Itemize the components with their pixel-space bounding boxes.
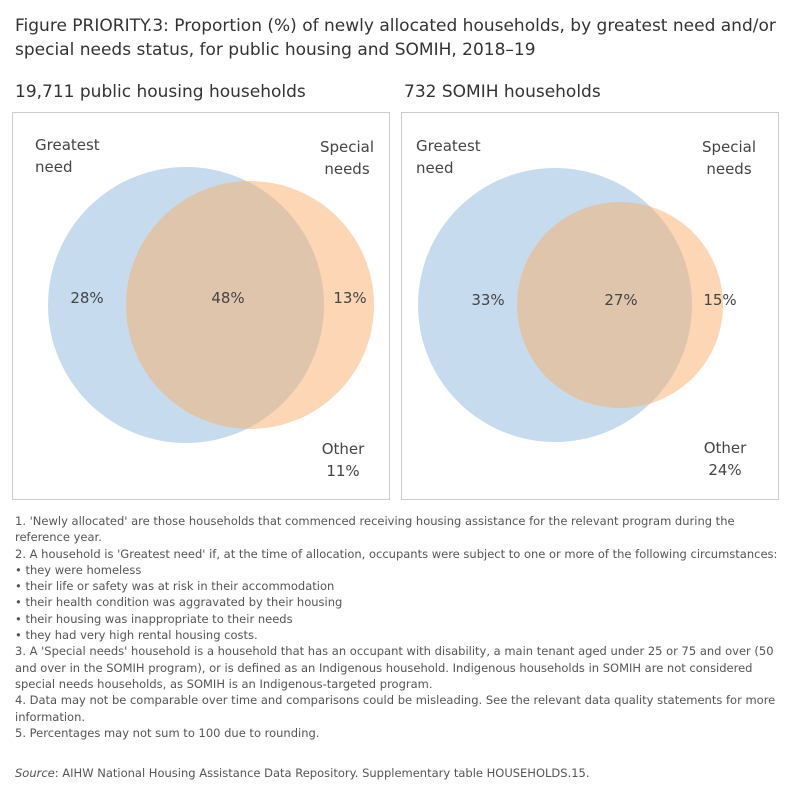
note: 5. Percentages may not sum to 100 due to… xyxy=(15,725,320,740)
category-label: Other xyxy=(321,440,365,458)
note: 3. A 'Special needs' household is a hous… xyxy=(15,644,774,691)
panel-title: 19,711 public housing households xyxy=(15,82,306,102)
panel-title: 732 SOMIH households xyxy=(404,82,601,102)
set-circle xyxy=(126,181,374,429)
value-label: 27% xyxy=(604,291,638,309)
source-label: Source xyxy=(15,766,55,780)
source: Source: AIHW National Housing Assistance… xyxy=(15,766,590,780)
note: 1. 'Newly allocated' are those household… xyxy=(15,514,735,545)
note: • their health condition was aggravated … xyxy=(15,595,343,610)
panel-frame xyxy=(12,112,390,500)
set-label: Special needs xyxy=(701,138,757,178)
set-label: Greatest need xyxy=(416,137,481,177)
note: • they were homeless xyxy=(15,562,142,577)
set-label: Greatest need xyxy=(35,136,100,176)
value-label: 24% xyxy=(708,461,742,479)
note: 2. A household is 'Greatest need' if, at… xyxy=(15,546,778,561)
set-label: Special needs xyxy=(319,138,375,178)
region-label: Other 11% xyxy=(303,438,383,482)
source-text: : AIHW National Housing Assistance Data … xyxy=(54,766,590,780)
panel-frame xyxy=(401,112,779,500)
note: • their life or safety was at risk in th… xyxy=(15,579,335,594)
note: • they had very high rental housing cost… xyxy=(15,628,258,643)
value-label: 48% xyxy=(211,289,245,307)
value-label: 13% xyxy=(333,289,367,307)
figure-title: Figure PRIORITY.3: Proportion (%) of new… xyxy=(15,16,776,60)
value-label: 33% xyxy=(471,291,505,309)
region-label: Other 24% xyxy=(685,437,765,481)
set-circle xyxy=(517,202,723,408)
value-label: 11% xyxy=(326,462,360,480)
value-label: 28% xyxy=(70,289,104,307)
category-label: Other xyxy=(703,439,747,457)
note: 4. Data may not be comparable over time … xyxy=(15,693,776,724)
note: • their housing was inappropriate to the… xyxy=(15,611,293,626)
notes: 1. 'Newly allocated' are those household… xyxy=(15,513,790,741)
value-label: 15% xyxy=(703,291,737,309)
